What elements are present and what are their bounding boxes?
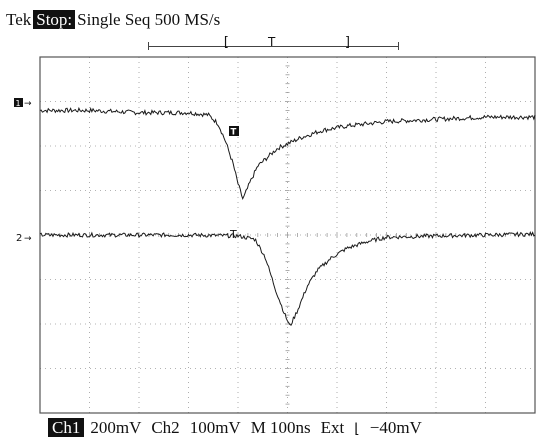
ch2-label: Ch2: [151, 418, 180, 437]
waveform-traces: [39, 106, 536, 326]
svg-text:→: →: [24, 99, 32, 109]
ch2-marker-label: 2: [16, 233, 22, 244]
record-start-tick: [148, 42, 149, 50]
ch2-scale: 100mV: [189, 418, 241, 437]
ch2-ground-marker: 2 →: [16, 233, 32, 244]
ch2-trigger-label: T: [229, 228, 237, 241]
brand-label: Tek: [6, 10, 32, 29]
timebase: M 100ns: [250, 418, 311, 437]
ch1-ground-marker: 1 →: [14, 98, 32, 109]
ch2-trigger-marker: T: [229, 228, 237, 241]
trigger-position-marker: T: [268, 35, 276, 49]
trigger-source: Ext: [320, 418, 345, 437]
window-right-bracket: ]: [344, 35, 352, 50]
trace-ch2: [39, 230, 536, 326]
record-position-bar: [148, 46, 398, 47]
ch1-marker-label: 1: [16, 99, 21, 108]
trigger-level: −40mV: [369, 418, 422, 437]
stop-status-badge: Stop:: [33, 10, 76, 29]
svg-text:→: →: [24, 234, 32, 244]
screen-border: [39, 56, 536, 414]
trace-ch1: [39, 106, 536, 200]
acquisition-mode: Single Seq 500 MS/s: [77, 10, 221, 29]
status-header: Tek Stop: Single Seq 500 MS/s: [6, 10, 220, 30]
record-end-tick: [398, 42, 399, 50]
ch1-trigger-label: T: [231, 128, 237, 138]
settings-footer: Ch1 200mV Ch2 100mV M 100ns Ext ⌊ −40mV: [48, 418, 432, 438]
falling-edge-icon: ⌊: [354, 421, 360, 437]
window-left-bracket: [: [222, 35, 230, 50]
ch1-trigger-marker: T: [229, 126, 239, 138]
ch1-scale: 200mV: [90, 418, 142, 437]
ch1-badge: Ch1: [48, 418, 85, 437]
